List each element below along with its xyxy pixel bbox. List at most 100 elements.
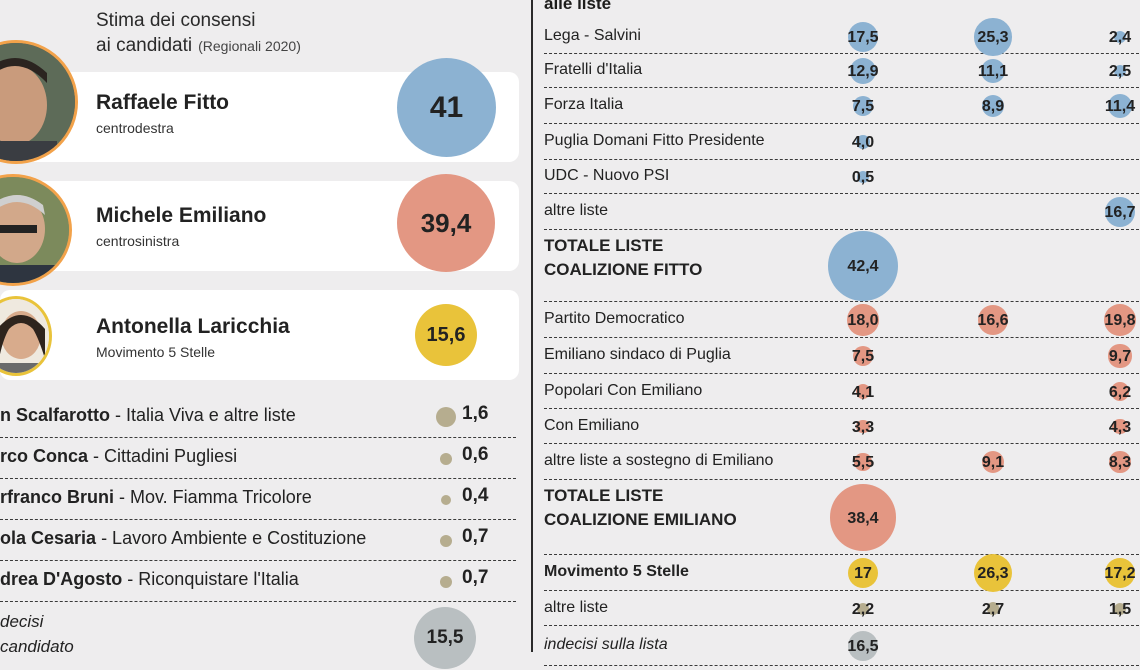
minor-candidate-name: ola Cesaria xyxy=(0,528,97,548)
minor-candidate-name: rfranco Bruni xyxy=(0,487,115,507)
minor-candidate-dot xyxy=(440,576,452,588)
list-value: 9,1 xyxy=(981,454,1005,471)
list-value: 19,8 xyxy=(1104,312,1136,329)
chart-title: Stima dei consensi ai candidati (Regional… xyxy=(96,8,301,59)
list-value-bubble xyxy=(977,304,1009,336)
list-label: altre liste xyxy=(544,202,609,219)
list-value: 2,2 xyxy=(851,600,875,618)
list-value-bubble xyxy=(856,419,870,434)
list-value: 3,3 xyxy=(851,418,875,436)
minor-candidate-dot xyxy=(441,495,451,505)
candidate-name-laricchia: Antonella Laricchia xyxy=(96,315,290,338)
list-value: 5,5 xyxy=(851,454,875,471)
list-value: 16,6 xyxy=(977,312,1009,329)
list-row: altre liste a sostegno di Emiliano 5,5 9,1… xyxy=(544,444,1140,480)
minor-candidate-label: rfranco Bruni - Mov. Fiamma Tricolore xyxy=(0,487,312,508)
list-row: altre liste 16,7 xyxy=(544,194,1140,230)
lists-header: alle liste xyxy=(544,0,612,13)
list-value-bubble xyxy=(1104,557,1136,589)
minor-candidate-label: n Scalfarotto - Italia Viva e altre list… xyxy=(0,405,296,426)
list-value: 7,5 xyxy=(851,98,875,115)
list-label: TOTALE LISTE COALIZIONE EMILIANO xyxy=(544,486,737,529)
candidate-bubble-laricchia: 15,6 xyxy=(415,304,477,366)
list-value: 2,5 xyxy=(1108,63,1132,80)
minor-candidate-list: - Cittadini Pugliesi xyxy=(88,446,238,466)
list-label: Popolari Con Emiliano xyxy=(544,381,703,399)
list-row: TOTALE LISTE COALIZIONE FITTO 42,4 xyxy=(544,230,1140,302)
minor-candidate-dot xyxy=(436,407,456,427)
minor-candidate-label: rco Conca - Cittadini Pugliesi xyxy=(0,446,237,467)
minor-candidate-list: - Mov. Fiamma Tricolore xyxy=(114,487,312,507)
list-value-bubble xyxy=(849,57,877,85)
candidate-name-emiliano: Michele Emiliano xyxy=(96,204,267,227)
list-row: Fratelli d'Italia 12,9 11,1 2,5 xyxy=(544,54,1140,88)
list-label: Partito Democratico xyxy=(544,310,685,327)
list-label: Con Emiliano xyxy=(544,416,640,434)
list-value-bubble xyxy=(857,602,869,615)
list-label: altre liste xyxy=(544,598,609,616)
list-value: 16,7 xyxy=(1104,204,1136,221)
list-label: Emiliano sindaco di Puglia xyxy=(544,346,731,363)
list-value-bubble xyxy=(1109,451,1131,473)
candidate-bubble-fitto: 41 xyxy=(397,58,496,157)
list-row: indecisi sulla lista 16,5 xyxy=(544,626,1140,666)
minor-candidate-value: 0,7 xyxy=(462,526,489,547)
minor-candidate-label: drea D'Agosto - Riconquistare l'Italia xyxy=(0,569,299,590)
list-value-bubble xyxy=(855,134,871,150)
list-value-bubble xyxy=(1114,65,1126,77)
list-value: 2,7 xyxy=(981,600,1005,618)
list-value-bubble xyxy=(1108,344,1132,368)
undecided-candidate-bubble: 15,5 xyxy=(414,607,476,669)
list-value: 8,3 xyxy=(1108,454,1132,471)
list-row: TOTALE LISTE COALIZIONE EMILIANO 38,4 xyxy=(544,480,1140,555)
list-value-bubble xyxy=(974,554,1012,592)
list-value: 8,9 xyxy=(981,98,1005,115)
list-value-bubble xyxy=(1104,196,1136,228)
list-value-bubble xyxy=(857,171,869,183)
undecided-candidate-line1: decisi xyxy=(0,612,44,631)
minor-candidate-name: drea D'Agosto xyxy=(0,569,123,589)
minor-candidate-list: - Italia Viva e altre liste xyxy=(110,405,296,425)
minor-candidate-value: 0,4 xyxy=(462,485,489,506)
list-row: Puglia Domani Fitto Presidente 4,0 xyxy=(544,124,1140,160)
list-value: 42,4 xyxy=(847,258,879,275)
list-value-bubble xyxy=(847,304,879,336)
list-row: Forza Italia 7,5 8,9 11,4 xyxy=(544,88,1140,124)
minor-candidate-value: 0,6 xyxy=(462,444,489,465)
list-value-bubble xyxy=(981,94,1005,118)
list-label: Forza Italia xyxy=(544,96,624,113)
list-row: Lega - Salvini 17,5 25,3 2,4 xyxy=(544,18,1140,56)
list-value-bubble xyxy=(828,231,898,301)
minor-candidate-row: rco Conca - Cittadini Pugliesi 0,6 xyxy=(0,438,516,479)
list-label: altre liste a sostegno di Emiliano xyxy=(544,452,774,469)
list-value: 17,2 xyxy=(1104,565,1136,582)
list-row: altre liste 2,2 2,7 1,5 xyxy=(544,591,1140,626)
list-value-bubble xyxy=(847,21,879,53)
candidate-value-emiliano: 39,4 xyxy=(420,207,472,238)
candidate-coalition-emiliano: centrosinistra xyxy=(96,233,180,249)
list-value: 11,1 xyxy=(977,63,1009,80)
list-value: 16,5 xyxy=(847,638,879,655)
list-value: 26,3 xyxy=(977,565,1009,582)
minor-candidate-row: ola Cesaria - Lavoro Ambiente e Costituz… xyxy=(0,520,516,561)
minor-candidate-value: 0,7 xyxy=(462,567,489,588)
list-value-bubble xyxy=(1114,31,1126,43)
minor-candidate-name: rco Conca xyxy=(0,446,89,466)
list-value: 9,7 xyxy=(1108,348,1132,365)
list-value-bubble xyxy=(981,450,1005,474)
list-label: Lega - Salvini xyxy=(544,27,641,44)
undecided-candidate-value: 15,5 xyxy=(426,627,464,648)
list-value: 0,5 xyxy=(851,169,875,186)
list-value: 11,4 xyxy=(1104,98,1136,115)
list-value: 4,3 xyxy=(1108,418,1132,436)
list-value-bubble xyxy=(852,95,874,117)
list-value-bubble xyxy=(986,602,1000,615)
list-value: 38,4 xyxy=(847,509,879,527)
minor-candidate-dot xyxy=(440,453,452,465)
list-value: 17,5 xyxy=(847,29,879,46)
list-value: 4,1 xyxy=(851,383,875,401)
panel-divider xyxy=(531,0,533,652)
undecided-candidate-line2: candidato xyxy=(0,637,74,656)
list-value-bubble xyxy=(980,58,1006,84)
candidate-name-fitto: Raffaele Fitto xyxy=(96,91,230,114)
